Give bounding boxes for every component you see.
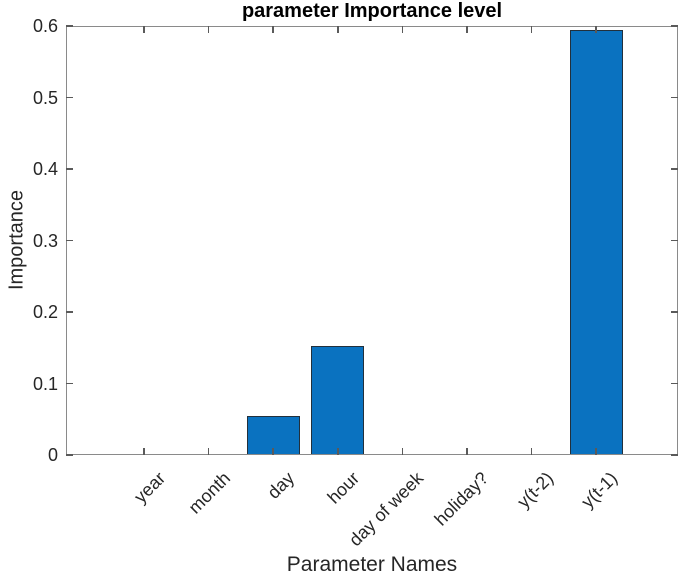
x-tick-mark (530, 448, 533, 455)
x-tick-mark (466, 448, 468, 455)
y-tick-mark-right (671, 239, 678, 242)
x-tick-mark (337, 448, 339, 455)
y-tick-label: 0.2 (32, 302, 58, 322)
y-tick-label: 0 (47, 445, 58, 465)
x-tick-mark-top (143, 26, 145, 33)
y-tick-mark-right (671, 25, 678, 27)
x-tick-mark-top (207, 26, 210, 33)
y-tick-mark (66, 168, 73, 170)
y-tick-label: 0.6 (32, 16, 58, 36)
x-tick-mark (595, 448, 597, 455)
x-tick-mark-top (595, 26, 597, 33)
x-tick-mark-top (272, 26, 274, 33)
chart-title: parameter Importance level (241, 0, 503, 22)
y-tick-mark (66, 25, 73, 27)
plot-area (66, 25, 678, 456)
bar-hour (311, 346, 365, 455)
x-tick-mark-top (401, 26, 404, 33)
y-tick-mark-right (671, 382, 678, 385)
y-tick-label: 0.4 (32, 159, 58, 179)
x-tick-mark (401, 448, 404, 455)
x-tick-mark (143, 448, 145, 455)
y-tick-mark (66, 239, 73, 242)
x-tick-mark (272, 448, 274, 455)
x-axis-label: Parameter Names (286, 553, 458, 576)
y-tick-mark (66, 96, 73, 99)
y-tick-mark-right (671, 454, 678, 456)
x-tick-mark-top (530, 26, 533, 33)
y-tick-mark-right (671, 168, 678, 170)
x-tick-mark-top (337, 26, 339, 33)
y-tick-mark-right (671, 96, 678, 99)
x-tick-mark-top (466, 26, 468, 33)
y-tick-label: 0.5 (32, 87, 58, 108)
y-tick-label: 0.1 (32, 373, 58, 394)
x-tick-mark (207, 448, 210, 455)
y-tick-label: 0.3 (32, 230, 58, 251)
y-tick-mark (66, 382, 73, 385)
y-tick-mark (66, 311, 73, 313)
y-tick-mark (66, 454, 73, 456)
y-tick-mark-right (671, 311, 678, 313)
bar-y-t-1- (569, 29, 623, 455)
